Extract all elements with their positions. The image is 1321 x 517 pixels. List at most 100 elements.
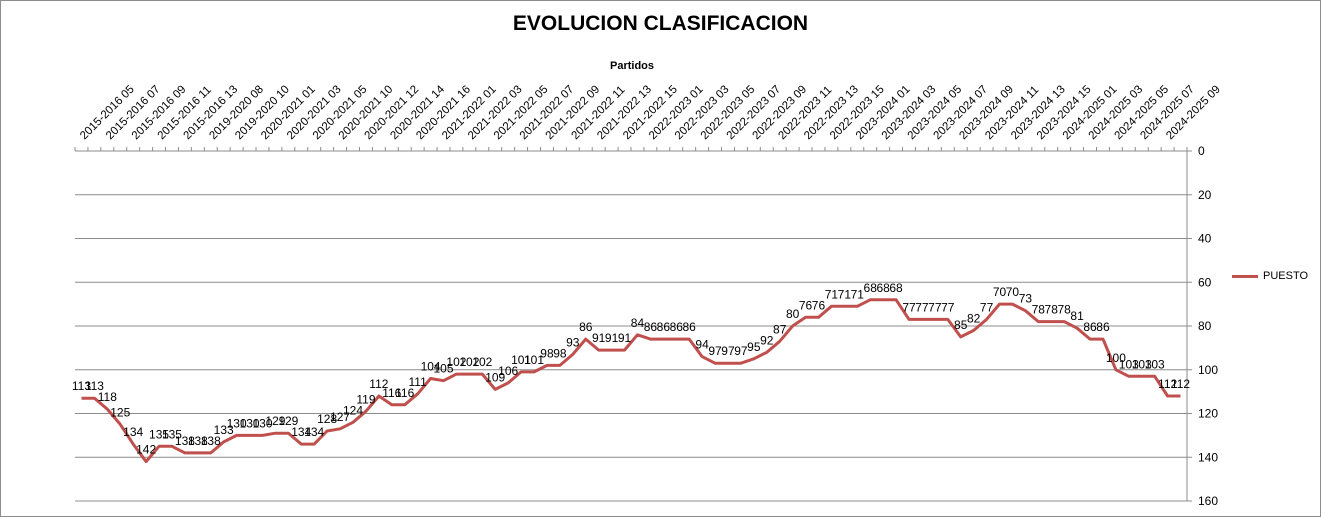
- data-label: 111: [409, 375, 428, 389]
- data-label: 129: [265, 414, 285, 428]
- data-label: 135: [149, 427, 169, 441]
- data-label: 68: [864, 281, 878, 295]
- gridlines: [75, 150, 1187, 502]
- data-label: 116: [382, 386, 401, 400]
- axes: [74, 147, 1192, 502]
- data-label: 102: [459, 355, 479, 369]
- data-label: 87: [773, 322, 787, 336]
- legend-swatch: [1232, 274, 1258, 278]
- data-label: 76: [812, 298, 826, 312]
- data-label: 92: [760, 333, 774, 347]
- data-label: 77: [980, 300, 994, 314]
- data-label: 113: [72, 379, 91, 393]
- data-label: 138: [188, 434, 208, 448]
- data-label: 93: [566, 335, 580, 349]
- data-label: 86: [644, 320, 658, 334]
- data-label: 109: [485, 370, 505, 384]
- data-label: 80: [786, 307, 800, 321]
- data-label: 86: [1096, 320, 1110, 334]
- data-label: 127: [330, 410, 350, 424]
- data-label: 101: [524, 353, 544, 367]
- data-label: 78: [1032, 303, 1046, 317]
- data-label: 68: [876, 281, 890, 295]
- data-label: 102: [446, 355, 466, 369]
- data-label: 68: [889, 281, 903, 295]
- data-label: 77: [902, 300, 916, 314]
- y-tick-label: 60: [1198, 275, 1212, 289]
- data-label: 128: [317, 412, 337, 426]
- y-tick-label: 100: [1198, 363, 1218, 377]
- y-tick-label: 0: [1198, 144, 1205, 158]
- data-label: 71: [838, 287, 852, 301]
- data-label: 105: [433, 362, 453, 376]
- data-label: 71: [851, 287, 865, 301]
- data-label: 112: [369, 377, 388, 391]
- data-label: 130: [252, 416, 272, 430]
- legend-label: PUESTO: [1263, 270, 1309, 282]
- data-label: 78: [1057, 303, 1071, 317]
- legend: PUESTO: [1232, 270, 1308, 282]
- data-label: 104: [421, 360, 441, 374]
- y-tick-label: 120: [1198, 407, 1218, 421]
- data-label: 138: [175, 434, 195, 448]
- data-label: 86: [670, 320, 684, 334]
- data-label: 71: [825, 287, 839, 301]
- data-label: 142: [136, 443, 156, 457]
- data-label: 81: [1070, 309, 1084, 323]
- data-label: 112: [1158, 377, 1177, 391]
- series-line-puesto: [81, 298, 1181, 464]
- data-label: 103: [1132, 357, 1152, 371]
- data-label: 91: [618, 331, 632, 345]
- data-label: 112: [1171, 377, 1190, 391]
- data-label: 102: [472, 355, 492, 369]
- data-label: 138: [201, 434, 221, 448]
- data-label: 91: [605, 331, 619, 345]
- data-label: 70: [993, 285, 1007, 299]
- data-labels: 1131131181251341421351351381381381331301…: [72, 281, 1191, 457]
- data-label: 106: [498, 364, 518, 378]
- data-label: 103: [1145, 357, 1165, 371]
- y-tick-label: 40: [1198, 232, 1212, 246]
- data-label: 103: [1119, 357, 1139, 371]
- data-label: 84: [631, 316, 645, 330]
- data-label: 98: [540, 346, 554, 360]
- data-label: 101: [511, 353, 531, 367]
- data-label: 97: [708, 344, 722, 358]
- data-label: 125: [110, 405, 130, 419]
- data-label: 86: [1083, 320, 1097, 334]
- y-axis-tick-labels: 0 20 40 60 80 100 120 140 160: [1198, 144, 1218, 508]
- x-axis-title: Partidos: [609, 60, 654, 72]
- series-puesto: [81, 298, 1181, 464]
- data-label: 82: [967, 311, 981, 325]
- data-label: 86: [657, 320, 671, 334]
- data-label: 77: [915, 300, 929, 314]
- data-label: 77: [928, 300, 942, 314]
- y-tick-label: 160: [1198, 494, 1218, 508]
- data-label: 119: [356, 392, 375, 406]
- data-label: 94: [695, 338, 709, 352]
- y-tick-label: 140: [1198, 450, 1218, 464]
- data-label: 100: [1106, 351, 1126, 365]
- data-label: 78: [1045, 303, 1059, 317]
- data-label: 91: [592, 331, 606, 345]
- data-label: 77: [941, 300, 955, 314]
- data-label: 134: [304, 425, 324, 439]
- data-label: 135: [162, 427, 182, 441]
- data-label: 98: [553, 346, 567, 360]
- data-label: 130: [240, 416, 260, 430]
- data-label: 129: [278, 414, 298, 428]
- data-label: 130: [227, 416, 247, 430]
- data-label: 97: [721, 344, 735, 358]
- data-label: 113: [85, 379, 104, 393]
- chart-title: EVOLUCION CLASIFICACION: [512, 12, 809, 35]
- data-label: 133: [214, 423, 234, 437]
- data-label: 134: [123, 425, 143, 439]
- data-label: 85: [954, 318, 968, 332]
- data-label: 70: [1006, 285, 1020, 299]
- data-label: 134: [291, 425, 311, 439]
- data-label: 73: [1019, 292, 1033, 306]
- data-label: 86: [579, 320, 593, 334]
